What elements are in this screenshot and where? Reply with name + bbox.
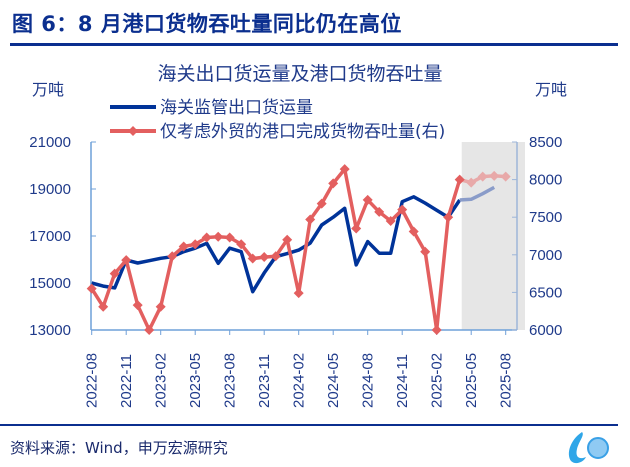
x-tick-label: 2024-05 (325, 353, 342, 408)
port-throughput-series-point (224, 232, 235, 243)
x-tick-label: 2023-02 (153, 353, 170, 408)
left-tick-label: 21000 (29, 134, 71, 151)
port-throughput-series-point (385, 215, 396, 226)
port-throughput-series-point (201, 232, 212, 243)
source-note: 资料来源：Wind，申万宏源研究 (10, 439, 228, 457)
right-tick-label: 7000 (529, 247, 562, 264)
legend-diamond-icon (128, 126, 138, 136)
port-throughput-series-point (190, 239, 201, 250)
x-tick-label: 2023-05 (187, 353, 204, 408)
x-tick-label: 2024-08 (360, 353, 377, 408)
port-throughput-series-point (431, 325, 442, 335)
port-throughput-series-point (144, 325, 155, 335)
right-tick-label: 6000 (529, 322, 562, 339)
logo-k-stroke-icon (568, 432, 586, 464)
right-axis-unit: 万吨 (535, 80, 567, 99)
port-throughput-series-point (121, 255, 132, 266)
port-throughput-series-point (316, 198, 327, 209)
port-throughput-series-point (328, 178, 339, 189)
left-tick-label: 15000 (29, 275, 71, 292)
x-tick-label: 2022-08 (84, 353, 101, 408)
legend-label-customs: 海关监管出口货运量 (160, 98, 313, 118)
port-throughput-series-point (282, 234, 293, 245)
port-throughput-series-point (213, 231, 224, 242)
logo-ball-icon (587, 437, 609, 459)
port-throughput-series-point (466, 177, 477, 188)
customs-export-series-forecast-line (459, 185, 496, 202)
port-throughput-series-point (500, 171, 511, 182)
legend-label-port: 仅考虑外贸的港口完成货物吞吐量(右) (160, 122, 445, 142)
x-tick-label: 2025-02 (429, 353, 446, 408)
port-throughput-series-point (362, 194, 373, 205)
x-tick-label: 2024-11 (394, 354, 411, 408)
port-throughput-series-line (90, 167, 462, 332)
x-tick-label: 2023-11 (256, 354, 273, 408)
port-throughput-series-point (109, 268, 120, 279)
left-axis-unit: 万吨 (32, 80, 64, 99)
x-tick-label: 2025-05 (463, 353, 480, 408)
port-throughput-series-point (305, 214, 316, 225)
left-tick-label: 19000 (29, 181, 71, 198)
right-tick-label: 8000 (529, 172, 562, 189)
port-throughput-series-point (155, 301, 166, 312)
title-divider (10, 43, 618, 46)
port-throughput-series-point (178, 241, 189, 252)
chart-title: 海关出口货运量及港口货物吞吐量 (157, 63, 442, 85)
port-throughput-series-point (443, 212, 454, 223)
port-throughput-series-point (86, 283, 97, 294)
port-throughput-series-point (98, 301, 109, 312)
watermark-logo (568, 432, 609, 464)
port-throughput-series-point (374, 206, 385, 217)
port-throughput-series-point (259, 252, 270, 263)
legend: 海关监管出口货运量 仅考虑外贸的港口完成货物吞吐量(右) (110, 98, 445, 142)
port-throughput-series-point (236, 239, 247, 250)
right-tick-label: 7500 (529, 209, 562, 226)
port-throughput-series-point (293, 288, 304, 299)
port-throughput-series-point (247, 253, 258, 264)
port-throughput-series-point (270, 251, 281, 262)
port-throughput-series-point (420, 246, 431, 257)
port-throughput-series-point (397, 204, 408, 215)
left-tick-label: 17000 (29, 228, 71, 245)
port-throughput-series-point (167, 251, 178, 262)
port-throughput-series-point (408, 226, 419, 237)
port-throughput-series-point (351, 223, 362, 234)
port-throughput-series-point (454, 174, 465, 185)
forecast-shade (461, 142, 525, 330)
port-throughput-series-point (132, 300, 143, 311)
x-tick-label: 2025-08 (498, 353, 515, 408)
right-tick-label: 8500 (529, 134, 562, 151)
left-tick-label: 13000 (29, 322, 71, 339)
x-tick-label: 2023-08 (222, 353, 239, 408)
x-tick-label: 2022-11 (118, 354, 135, 408)
port-throughput-series-point (477, 171, 488, 182)
figure-title: 图 6：8 月港口货物吞吐量同比仍在高位 (12, 12, 402, 36)
x-tick-label: 2024-02 (291, 353, 308, 408)
port-throughput-series-point (489, 170, 500, 181)
footer-divider (0, 424, 618, 426)
port-throughput-series-point (339, 164, 350, 175)
right-tick-label: 6500 (529, 284, 562, 301)
